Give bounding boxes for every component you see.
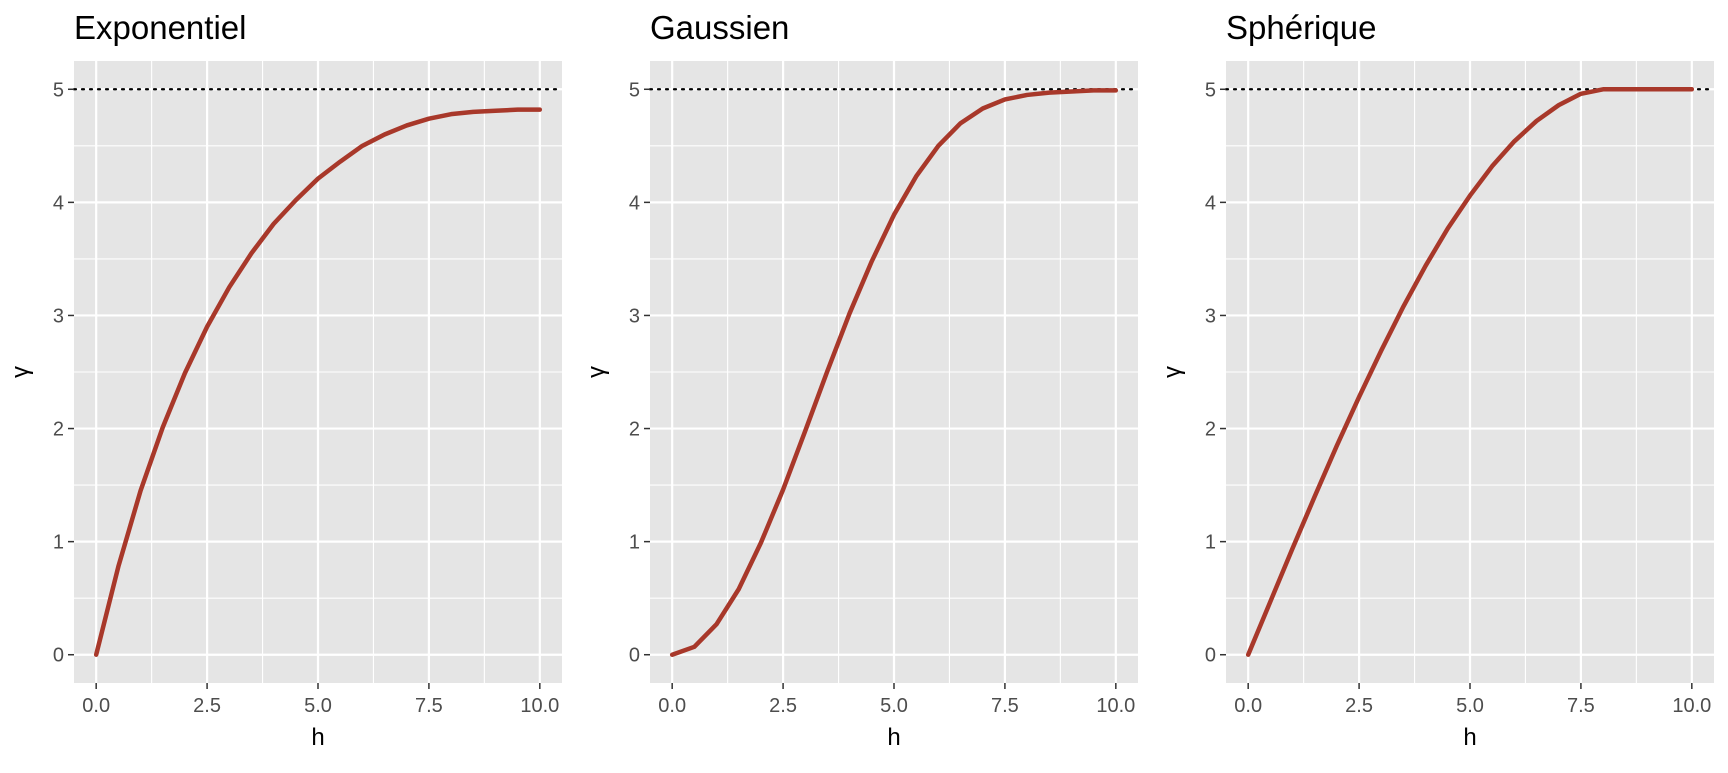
y-tick-label: 5	[1205, 79, 1216, 101]
y-tick-label: 2	[629, 419, 640, 441]
variogram-curve	[93, 107, 543, 657]
x-tick-label: 10.0	[520, 695, 559, 717]
y-tick-label: 5	[629, 79, 640, 101]
y-tick-label: 4	[1205, 192, 1216, 214]
chart-title: Exponentiel	[74, 9, 246, 46]
y-tick-label: 5	[53, 79, 64, 101]
y-tick-label: 3	[53, 305, 64, 327]
chart-title: Gaussien	[650, 9, 789, 46]
y-tick-label: 2	[53, 419, 64, 441]
variogram-curve	[1245, 87, 1695, 657]
y-axis-label: γ	[7, 366, 34, 378]
x-tick-label: 5.0	[1456, 695, 1484, 717]
x-tick-label: 7.5	[991, 695, 1019, 717]
chart-panel-3: 0 1 2 3 4 5 0.0 2.5 5.0 7.5 10.0 h γ Sphérique	[1159, 9, 1716, 751]
y-tick-label: 0	[1205, 645, 1216, 667]
x-axis-label: h	[311, 724, 324, 751]
y-tick-label: 4	[629, 192, 640, 214]
y-tick-label: 1	[1205, 532, 1216, 554]
x-tick-label: 10.0	[1096, 695, 1135, 717]
y-axis-label: γ	[1159, 366, 1186, 378]
chart-panel-2: 0 1 2 3 4 5 0.0 2.5 5.0 7.5 10.0 h γ Gaussien	[583, 9, 1140, 751]
x-tick-label: 2.5	[193, 695, 221, 717]
x-tick-label: 0.0	[82, 695, 110, 717]
y-axis-label: γ	[583, 366, 610, 378]
y-tick-label: 4	[53, 192, 64, 214]
y-tick-label: 0	[629, 645, 640, 667]
x-tick-label: 0.0	[658, 695, 686, 717]
x-tick-label: 2.5	[1345, 695, 1373, 717]
x-axis-label: h	[887, 724, 900, 751]
y-tick-label: 1	[629, 532, 640, 554]
y-tick-label: 0	[53, 645, 64, 667]
y-tick-label: 2	[1205, 419, 1216, 441]
x-tick-label: 5.0	[304, 695, 332, 717]
x-tick-label: 10.0	[1672, 695, 1711, 717]
x-axis-label: h	[1463, 724, 1476, 751]
x-tick-label: 5.0	[880, 695, 908, 717]
y-tick-label: 3	[629, 305, 640, 327]
x-tick-label: 7.5	[415, 695, 443, 717]
y-tick-label: 3	[1205, 305, 1216, 327]
chart-title: Sphérique	[1226, 9, 1376, 46]
x-tick-label: 7.5	[1567, 695, 1595, 717]
y-tick-label: 1	[53, 532, 64, 554]
variogram-curve	[669, 88, 1119, 657]
x-tick-label: 2.5	[769, 695, 797, 717]
x-tick-label: 0.0	[1234, 695, 1262, 717]
chart-panel-1: 0 1 2 3 4 5 0.0 2.5 5.0 7.5 10.0 h γ Exponentiel	[7, 9, 564, 751]
